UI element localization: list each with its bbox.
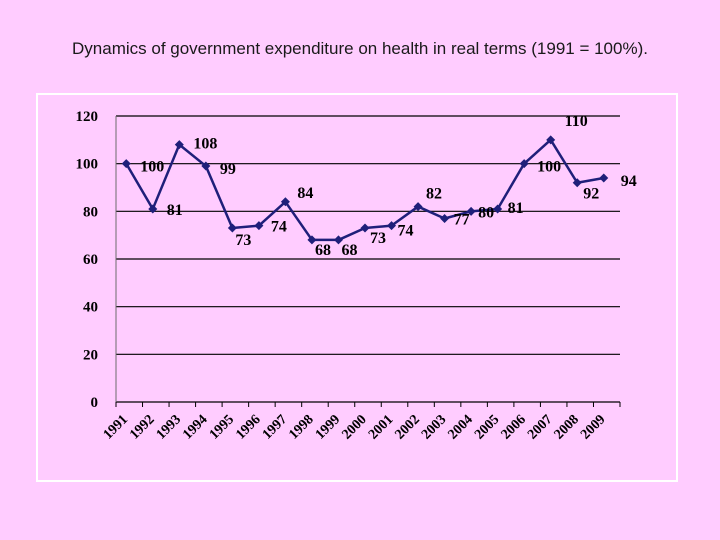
- data-label: 74: [271, 219, 287, 236]
- data-label: 84: [297, 185, 313, 202]
- x-tick-label: 2000: [339, 412, 369, 442]
- data-label: 100: [140, 159, 164, 176]
- data-point: [572, 178, 582, 188]
- data-point: [413, 202, 423, 212]
- data-point: [440, 213, 450, 223]
- line-chart: 0204060801001201991199219931994199519961…: [76, 109, 637, 443]
- y-tick-label: 20: [83, 347, 98, 363]
- data-label: 73: [235, 232, 251, 249]
- page-title: Dynamics of government expenditure on he…: [72, 39, 648, 58]
- y-tick-label: 100: [76, 157, 99, 173]
- x-tick-label: 1995: [207, 412, 237, 442]
- x-tick-label: 1993: [154, 412, 184, 442]
- data-label: 110: [565, 113, 588, 130]
- data-label: 68: [315, 242, 331, 259]
- chart-frame: 0 20 40 60 80 100 120 1991 1992 1993 1994 1995 1996 1…: [36, 93, 678, 482]
- y-tick-label: 80: [83, 204, 98, 220]
- x-tick-label: 2006: [499, 412, 529, 442]
- data-point: [519, 159, 529, 169]
- x-tick-label: 1994: [180, 412, 210, 442]
- data-point: [201, 161, 211, 171]
- data-label: 80: [478, 204, 494, 221]
- data-point: [599, 173, 609, 183]
- data-point: [174, 140, 184, 150]
- x-tick-label: 2002: [392, 412, 422, 442]
- y-tick-label: 60: [83, 252, 98, 268]
- x-tick-label: 2004: [446, 412, 476, 442]
- x-tick-label: 2008: [552, 412, 582, 442]
- data-label: 74: [398, 223, 414, 240]
- x-tick-label: 2001: [366, 412, 396, 442]
- data-label: 100: [537, 159, 561, 176]
- x-tick-label: 1996: [233, 412, 263, 442]
- x-tick-label: 1999: [313, 412, 343, 442]
- data-label: 77: [454, 211, 470, 228]
- x-tick-label: 2003: [419, 412, 449, 442]
- data-label: 81: [167, 202, 183, 219]
- x-tick-label: 2009: [578, 412, 608, 442]
- data-point: [333, 235, 343, 245]
- data-point: [387, 221, 397, 231]
- data-label: 92: [583, 186, 599, 203]
- data-point: [466, 206, 476, 216]
- data-label: 81: [508, 200, 524, 217]
- x-tick-label: 1998: [286, 412, 316, 442]
- x-tick-label: 1997: [260, 412, 290, 442]
- data-point: [493, 204, 503, 214]
- x-tick-label: 2007: [525, 412, 555, 442]
- data-point: [546, 135, 556, 145]
- data-point: [148, 204, 158, 214]
- data-point: [307, 235, 317, 245]
- data-label: 99: [220, 161, 236, 178]
- y-tick-label: 120: [76, 109, 99, 125]
- data-point: [360, 223, 370, 233]
- x-tick-label: 1991: [101, 412, 131, 442]
- y-tick-label: 40: [83, 300, 98, 316]
- data-label: 68: [341, 242, 357, 259]
- data-point: [280, 197, 290, 207]
- x-tick-label: 2005: [472, 412, 502, 442]
- data-label: 108: [193, 136, 217, 153]
- data-point: [227, 223, 237, 233]
- data-label: 82: [426, 186, 442, 203]
- data-point: [121, 159, 131, 169]
- data-label: 94: [621, 173, 637, 190]
- x-tick-label: 1992: [127, 412, 157, 442]
- data-label: 73: [370, 230, 386, 247]
- y-tick-label: 0: [91, 395, 99, 411]
